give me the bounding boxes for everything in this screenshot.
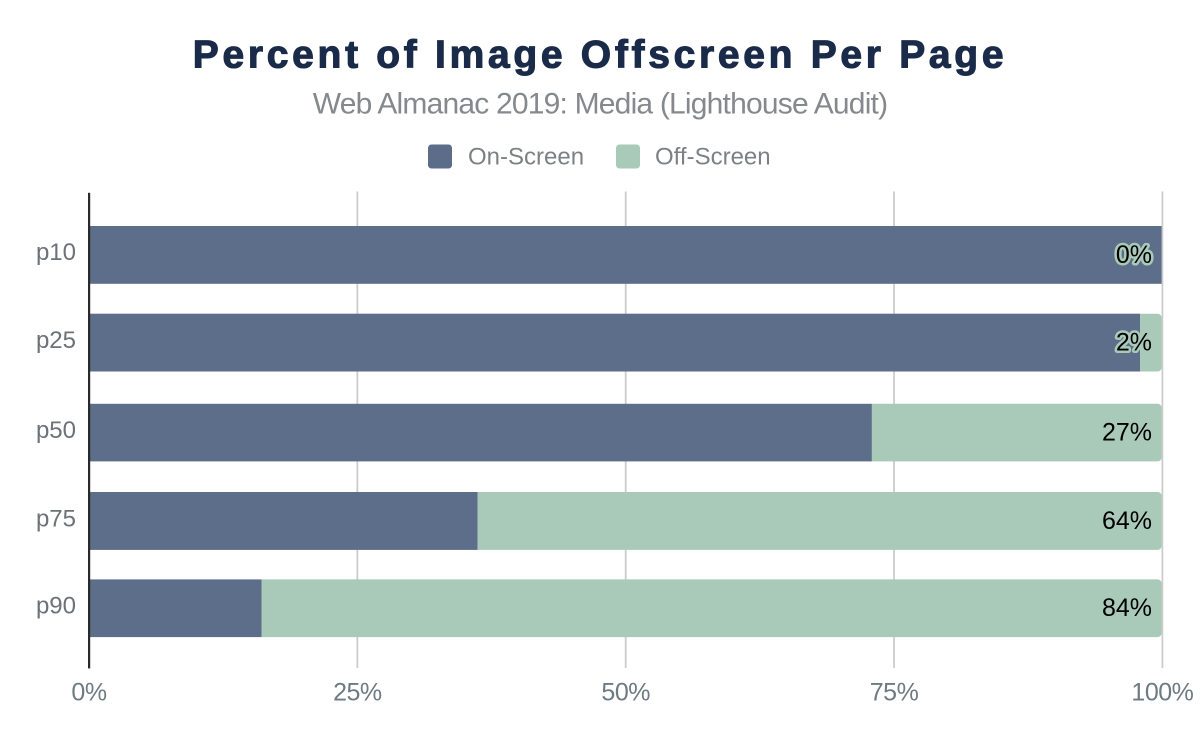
- svg-text:p25: p25: [36, 327, 76, 354]
- svg-text:On-Screen: On-Screen: [468, 144, 584, 171]
- svg-text:Off-Screen: Off-Screen: [655, 144, 771, 171]
- svg-text:Web Almanac 2019: Media (Light: Web Almanac 2019: Media (Lighthouse Audi…: [313, 88, 888, 121]
- svg-text:Percent of Image Offscreen Per: Percent of Image Offscreen Per Page: [193, 34, 1007, 77]
- svg-text:25%: 25%: [333, 679, 382, 707]
- svg-text:100%: 100%: [1131, 679, 1193, 707]
- svg-text:p50: p50: [36, 417, 76, 444]
- svg-text:2%: 2%: [1116, 329, 1152, 357]
- svg-text:p75: p75: [36, 505, 76, 532]
- svg-text:p90: p90: [36, 593, 76, 620]
- svg-text:27%: 27%: [1102, 419, 1152, 447]
- svg-text:p10: p10: [36, 239, 76, 266]
- svg-text:0%: 0%: [1116, 241, 1152, 269]
- svg-text:84%: 84%: [1102, 594, 1152, 622]
- svg-text:0%: 0%: [71, 679, 106, 707]
- svg-text:50%: 50%: [601, 679, 650, 707]
- svg-text:64%: 64%: [1102, 507, 1152, 535]
- svg-text:75%: 75%: [870, 679, 919, 707]
